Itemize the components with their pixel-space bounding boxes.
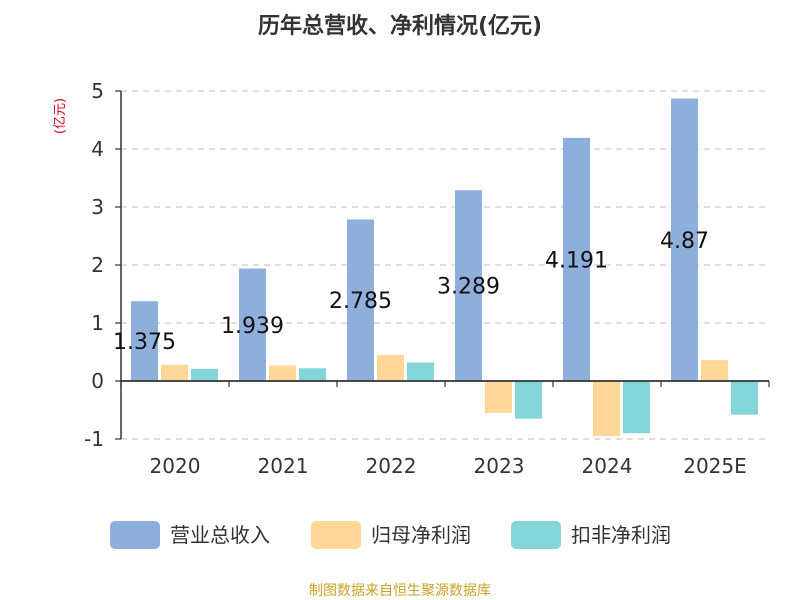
x-tick-label: 2021 — [258, 454, 309, 478]
data-label: 4.191 — [545, 248, 608, 273]
bar-3-2020 — [191, 368, 218, 381]
bar-2-2022 — [377, 354, 404, 381]
y-unit-label: (亿元) — [53, 98, 68, 134]
y-axis: -1 0 1 2 3 4 5 — [84, 79, 122, 451]
data-label: 1.939 — [221, 314, 284, 339]
x-tick-label: 2025E — [683, 454, 747, 478]
x-tick-label: 2023 — [474, 454, 525, 478]
bar-1-2024 — [563, 137, 590, 381]
data-label: 4.87 — [660, 229, 709, 254]
x-tick-label: 2020 — [150, 454, 201, 478]
x-tick-label: 2022 — [366, 454, 417, 478]
legend-swatch — [511, 521, 561, 549]
bar-2-2020 — [161, 364, 188, 381]
legend-swatch — [311, 521, 361, 549]
data-label: 2.785 — [329, 289, 392, 314]
data-label: 1.375 — [113, 330, 176, 355]
bar-1-2022 — [347, 219, 374, 381]
bar-3-2024 — [623, 381, 650, 434]
bars: 1.375 1.939 2.785 3.289 4.191 4.87 — [113, 98, 758, 437]
x-axis: 2020 2021 2022 2023 2024 2025E — [120, 380, 770, 478]
y-tick-label: -1 — [84, 427, 104, 451]
source-note: 制图数据来自恒生聚源数据库 — [309, 583, 491, 599]
chart-title: 历年总营收、净利情况(亿元) — [258, 13, 542, 39]
y-tick-label: 2 — [91, 253, 104, 277]
legend: 营业总收入 归母净利润 扣非净利润 — [110, 521, 671, 549]
bar-1-2025E — [671, 98, 698, 381]
bar-3-2025E — [731, 381, 758, 415]
bar-1-2023 — [455, 190, 482, 381]
bar-2-2024 — [593, 381, 620, 437]
y-tick-label: 3 — [91, 195, 104, 219]
y-tick-label: 0 — [91, 369, 104, 393]
y-tick-label: 5 — [91, 79, 104, 103]
data-label: 3.289 — [437, 275, 500, 300]
bar-2-2023 — [485, 381, 512, 413]
bar-2-2025E — [701, 360, 728, 381]
x-tick-label: 2024 — [582, 454, 633, 478]
bar-3-2023 — [515, 381, 542, 419]
bar-3-2021 — [299, 368, 326, 381]
legend-swatch — [110, 521, 160, 549]
grid-lines — [121, 90, 769, 440]
bar-3-2022 — [407, 362, 434, 381]
y-tick-label: 1 — [91, 311, 104, 335]
bar-2-2021 — [269, 365, 296, 381]
y-tick-label: 4 — [91, 137, 104, 161]
legend-label: 营业总收入 — [170, 523, 270, 547]
bar-1-2021 — [239, 268, 266, 381]
legend-label: 归母净利润 — [371, 523, 471, 547]
bar-1-2020 — [131, 301, 158, 381]
legend-label: 扣非净利润 — [571, 523, 671, 547]
